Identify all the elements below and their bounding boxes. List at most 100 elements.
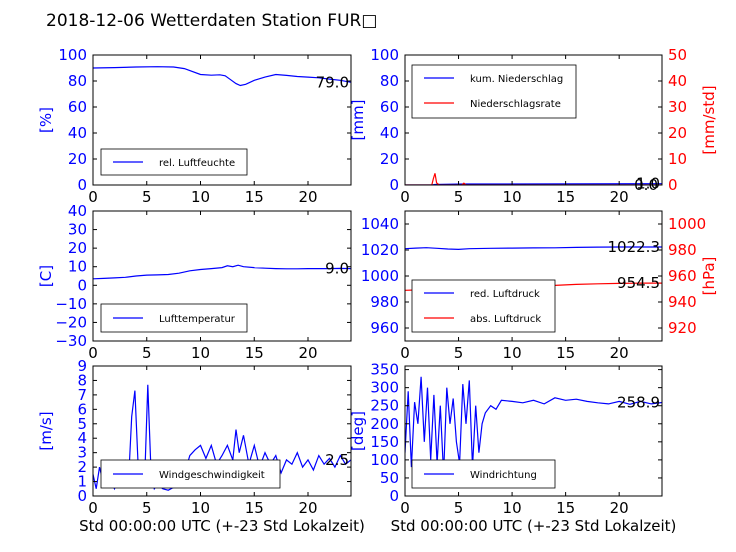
x-tick-label: 10 (503, 499, 522, 517)
pressure-legend: red. Luftdruck abs. Luftdruck (411, 279, 556, 333)
last-value-label: 9.0 (325, 260, 349, 278)
y-tick-label: 80 (380, 72, 399, 90)
x-tick-label: 15 (245, 499, 264, 517)
y-right-tick-label: 50 (668, 46, 687, 64)
y-right-axis-label: [mm/std] (700, 85, 718, 154)
temperature-series-line (93, 264, 351, 280)
x-tick-label: 10 (191, 499, 210, 517)
x-tick-label: 10 (503, 344, 522, 362)
last-value-label: 258.9 (617, 393, 660, 411)
y-tick-label: 9 (77, 357, 87, 375)
last-value-label: 1022.3 (608, 238, 661, 256)
x-tick-label: 5 (454, 188, 464, 206)
x-tick-label: 0 (88, 344, 98, 362)
y-tick-label: 150 (370, 433, 399, 451)
x-tick-label: 10 (503, 188, 522, 206)
humidity-axes-frame (92, 54, 352, 186)
y-right-tick-label: 1000 (668, 215, 706, 233)
y-tick-label: 100 (58, 46, 87, 64)
x-tick-label: 5 (454, 499, 464, 517)
x-tick-label: 20 (610, 499, 629, 517)
y-tick-label: 300 (370, 379, 399, 397)
y-tick-label: 1020 (361, 241, 399, 259)
y-tick-label: 30 (68, 221, 87, 239)
last-value-label: 1.0 (636, 175, 660, 193)
y-tick-label: 20 (68, 150, 87, 168)
legend-box (100, 459, 281, 489)
x-tick-label: 15 (556, 188, 575, 206)
x-tick-label: 0 (400, 499, 410, 517)
figure-title: 2018-12-06 Wetterdaten Station FUR□ (46, 11, 377, 31)
x-tick-label: 5 (142, 188, 152, 206)
x-tick-label: 10 (191, 188, 210, 206)
y-tick-label: 0 (77, 276, 87, 294)
y-axis-label: [deg] (349, 411, 367, 451)
y-tick-label: 1000 (361, 267, 399, 285)
precipitation-axes-frame (404, 54, 663, 186)
legend-box (411, 279, 556, 333)
wind_direction-axes-frame (404, 365, 663, 497)
x-tick-label: 15 (245, 188, 264, 206)
y-tick-label: 7 (77, 386, 87, 404)
x-tick-label: 10 (191, 344, 210, 362)
y-tick-label: 40 (380, 124, 399, 142)
y-tick-label: 20 (68, 239, 87, 257)
y-tick-label: 1040 (361, 215, 399, 233)
wind_speed-series-line (93, 384, 351, 491)
y-right-tick-label: 30 (668, 98, 687, 116)
y-tick-label: 40 (68, 202, 87, 220)
last-value-label-right: 0.0 (634, 176, 658, 194)
y-axis-label: [mm] (349, 100, 367, 141)
x-tick-label: 15 (556, 499, 575, 517)
y-right-tick-label: 20 (668, 124, 687, 142)
y-tick-label: 2 (77, 458, 87, 476)
y-tick-label: 20 (380, 150, 399, 168)
x-tick-label: 15 (245, 344, 264, 362)
y-tick-label: 6 (77, 400, 87, 418)
y-axis-label: [m/s] (37, 411, 55, 450)
last-value-label: 79.0 (316, 73, 349, 91)
y-tick-label: 4 (77, 429, 87, 447)
y-tick-label: 50 (380, 469, 399, 487)
x-tick-label: 20 (298, 188, 317, 206)
y-tick-label: 60 (380, 98, 399, 116)
y-tick-label: 350 (370, 361, 399, 379)
y-tick-label: 200 (370, 415, 399, 433)
wind_direction-legend: Windrichtung (411, 459, 556, 489)
legend-label: Windrichtung (470, 470, 537, 481)
legend-label: kum. Niederschlag (470, 74, 563, 85)
y-tick-label: 0 (389, 487, 399, 505)
y-tick-label: 980 (370, 293, 399, 311)
y-tick-label: 80 (68, 72, 87, 90)
y-tick-label: 100 (370, 451, 399, 469)
x-tick-label: 20 (610, 188, 629, 206)
y-tick-label: 60 (68, 98, 87, 116)
legend-box (411, 64, 577, 119)
y-tick-label: −20 (55, 313, 87, 331)
y-tick-label: 5 (77, 415, 87, 433)
wind_direction-series-line (405, 376, 662, 475)
y-axis-label: [C] (37, 265, 55, 287)
y-tick-label: 100 (370, 46, 399, 64)
humidity-legend: rel. Luftfeuchte (100, 148, 248, 176)
y-right-tick-label: 0 (668, 176, 678, 194)
x-tick-label: 20 (610, 344, 629, 362)
precipitation-series-line (405, 173, 662, 185)
y-tick-label: −10 (55, 295, 87, 313)
x-tick-label: 5 (454, 344, 464, 362)
precipitation-panel: 0 5 10 15 20 0 20 40 60 80 100 0 10 20 30 40 50 [mm] [mm/s… (349, 46, 718, 206)
y-right-tick-label: 960 (668, 267, 697, 285)
x-tick-label: 20 (298, 344, 317, 362)
last-value-label-right: 954.5 (617, 274, 660, 292)
y-tick-label: −30 (55, 332, 87, 350)
wind_speed-axes-frame (92, 365, 352, 497)
y-tick-label: 0 (389, 176, 399, 194)
legend-label: red. Luftdruck (470, 289, 540, 300)
y-right-tick-label: 10 (668, 150, 687, 168)
y-right-tick-label: 920 (668, 319, 697, 337)
x-tick-label: 0 (88, 499, 98, 517)
legend-label: Windgeschwindigkeit (159, 470, 265, 481)
y-tick-label: 1 (77, 473, 87, 491)
